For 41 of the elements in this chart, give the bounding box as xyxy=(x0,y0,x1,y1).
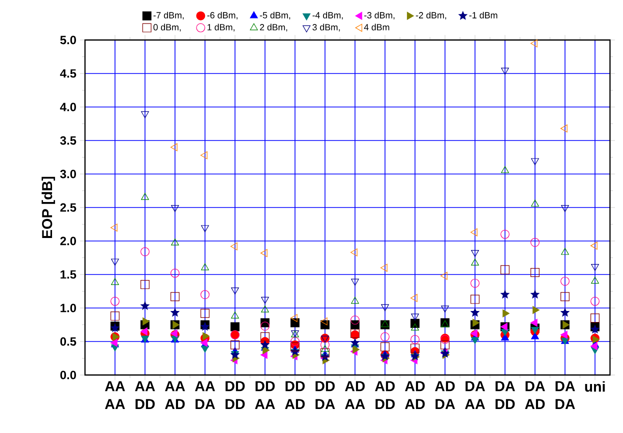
y-tick-label: 1.5 xyxy=(60,270,76,279)
y-tick-label: 3.5 xyxy=(60,136,76,145)
legend-label: 0 dBm, xyxy=(153,24,181,32)
legend-label: 1 dBm, xyxy=(208,24,234,32)
y-tick-label: 2.5 xyxy=(60,203,76,212)
legend-label: -7 dBm, xyxy=(154,12,184,20)
x-tick-label: AD DD xyxy=(375,381,395,410)
y-tick-label: 0.0 xyxy=(60,370,76,380)
x-tick-label: AA AD xyxy=(165,381,185,410)
x-tick-label: DA AD xyxy=(525,381,545,410)
legend-label: 2 dBm, xyxy=(260,24,288,32)
y-tick-label: 2.0 xyxy=(60,236,76,246)
legend-label: -3 dBm, xyxy=(364,12,394,20)
x-tick-label: AA DD xyxy=(135,381,155,410)
legend-label: -4 dBm, xyxy=(312,12,343,20)
x-tick-label: AA AA xyxy=(105,381,125,410)
y-tick-label: 0.5 xyxy=(60,337,76,346)
x-tick-label: DA DD xyxy=(496,381,515,410)
x-tick-label: DA DA xyxy=(556,381,575,410)
y-tick-label: 4.5 xyxy=(60,69,76,78)
x-tick-label: AD AD xyxy=(405,381,425,410)
y-tick-label: 5.0 xyxy=(60,36,76,44)
y-tick-label: 4.0 xyxy=(60,102,76,112)
y-tick-label: 1.0 xyxy=(60,304,76,312)
legend-label: 3 dBm, xyxy=(312,24,340,32)
x-tick-label: AD AA xyxy=(345,381,365,410)
legend-label: -1 dBm xyxy=(469,12,498,18)
x-tick-label: DD DD xyxy=(226,381,245,410)
legend-label: -5 dBm, xyxy=(260,12,290,20)
x-tick-label: DD DA xyxy=(316,381,335,410)
y-tick-label: 3.0 xyxy=(60,170,76,178)
y-axis-title: EOP [dB] xyxy=(42,176,56,238)
x-tick-label: DA AA xyxy=(465,381,485,410)
legend-label: 4 dBm xyxy=(364,24,390,30)
x-tick-label: AA DA xyxy=(195,381,215,410)
x-tick-label: uni xyxy=(585,381,605,392)
legend-label: -6 dBm, xyxy=(207,12,238,20)
x-tick-label: DD AA xyxy=(255,381,275,410)
legend-label: -2 dBm, xyxy=(416,12,446,20)
x-tick-label: DD AD xyxy=(285,381,305,410)
x-tick-label: AD DA xyxy=(435,381,455,410)
